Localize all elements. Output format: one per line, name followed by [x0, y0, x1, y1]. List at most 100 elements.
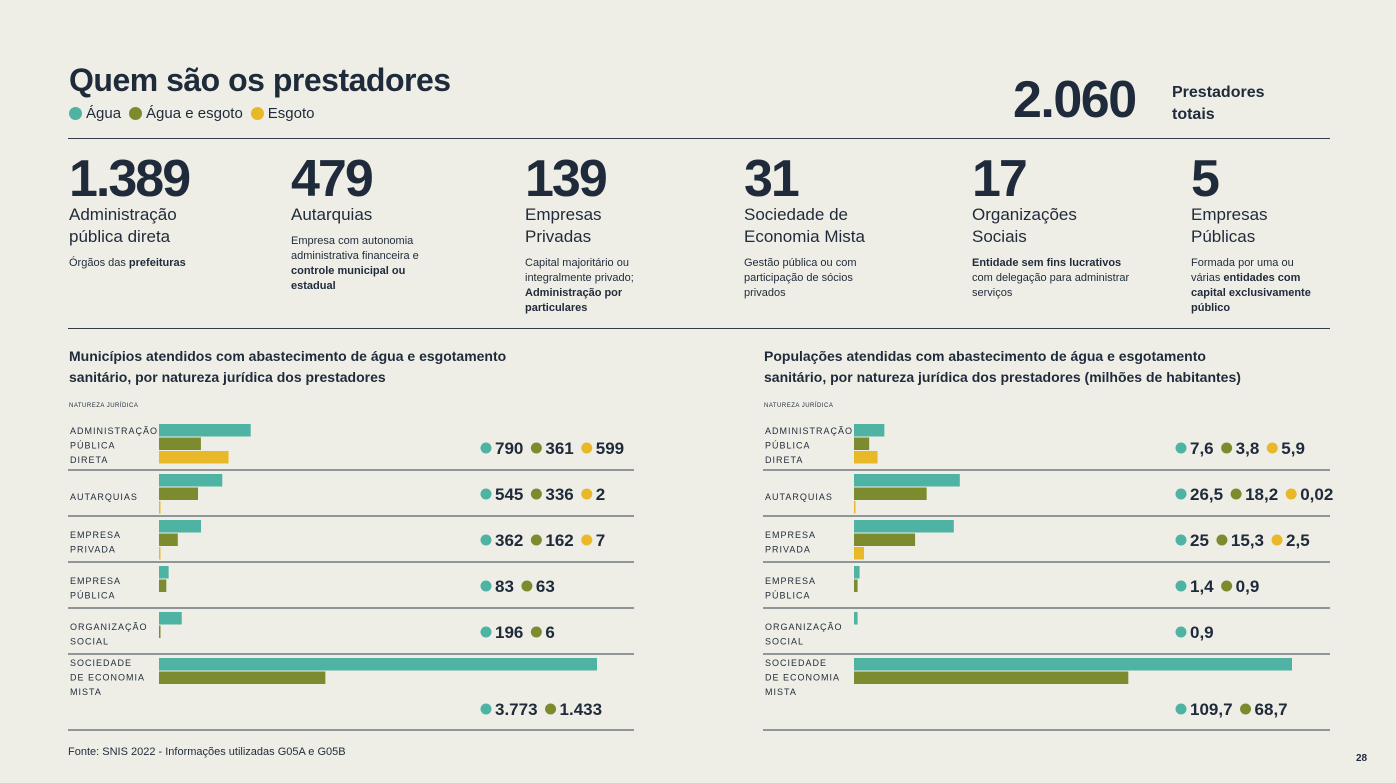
value-dot — [530, 442, 542, 454]
value-label: 68,7 — [1255, 700, 1288, 719]
category-label: AUTARQUIAS — [70, 492, 138, 502]
stat-value: 31 — [744, 150, 800, 208]
value-dot — [1266, 442, 1278, 454]
chart-title-populacoes: Populações atendidas com abastecimento d… — [764, 348, 1241, 385]
stat-value: 17 — [972, 150, 1028, 208]
value-dot — [581, 534, 593, 546]
value-label: 63 — [536, 577, 555, 596]
category-label-line: SOCIAL — [70, 637, 109, 647]
bar — [854, 533, 916, 546]
legend: Água Água e esgoto Esgoto — [69, 105, 315, 122]
bar — [854, 437, 870, 450]
chart-populacoes: ADMINISTRAÇÃO PÚBLICA DIRETA 7,6 3,8 5,9 AUTAR… — [763, 420, 1333, 731]
chart-svg: ADMINISTRAÇÃO PÚBLICA DIRETA 7,6 3,8 5,9 AUTAR… — [763, 424, 1333, 731]
value-label: 18,2 — [1245, 485, 1278, 504]
value-label: 0,9 — [1236, 577, 1260, 596]
category-label-line: SOCIEDADE — [70, 658, 132, 668]
value-label: 6 — [545, 623, 554, 642]
page-number: 28 — [1356, 753, 1368, 764]
value-label: 162 — [545, 531, 573, 550]
stat-desc-text: Órgãos das — [69, 257, 129, 269]
value-label: 83 — [495, 577, 514, 596]
value-dot — [521, 580, 533, 592]
category-label-line: PÚBLICA — [70, 591, 116, 601]
category-label-line: DE ECONOMIA — [70, 673, 145, 683]
category-label-line: PÚBLICA — [765, 441, 811, 451]
category-label-line: PÚBLICA — [765, 591, 811, 601]
value-label: 26,5 — [1190, 485, 1223, 504]
value-dot — [480, 488, 492, 500]
category-label-line: PÚBLICA — [70, 441, 116, 451]
stat-desc-text: com delegação para administrar serviços — [972, 272, 1130, 299]
legend-item-agua-esgoto: Água e esgoto — [129, 105, 243, 122]
value-label: 5,9 — [1281, 439, 1305, 458]
stat-label: Autarquias — [291, 205, 373, 224]
value-label: 25 — [1190, 531, 1209, 550]
value-dot — [1285, 488, 1297, 500]
value-label: 2,5 — [1286, 531, 1310, 550]
stat-value: 5 — [1191, 150, 1220, 208]
value-label: 545 — [495, 485, 523, 504]
value-dot — [530, 534, 542, 546]
category-label: SOCIEDADE DE ECONOMIA MISTA — [70, 658, 145, 697]
value-dot — [1175, 488, 1187, 500]
bar — [159, 437, 201, 450]
legend-dot — [69, 107, 82, 120]
value-label: 1.433 — [560, 700, 603, 719]
value-dot — [1271, 534, 1283, 546]
category-label-line: EMPRESA — [765, 530, 816, 540]
category-label-line: ORGANIZAÇÃO — [765, 622, 843, 632]
divider — [68, 138, 1330, 139]
stat-org-sociais: 17 Organizações Sociais Entidade sem fin… — [972, 150, 1187, 301]
category-label-line: PRIVADA — [70, 545, 116, 555]
value-label: 361 — [545, 439, 573, 458]
bar — [159, 474, 223, 487]
bar — [159, 424, 251, 437]
category-label: EMPRESA PRIVADA — [70, 530, 121, 555]
total-label: Prestadores totais — [1172, 84, 1265, 123]
bar — [159, 547, 161, 560]
bar — [854, 579, 858, 592]
stat-value: 479 — [291, 150, 374, 208]
stat-desc: Órgãos das prefeituras — [69, 256, 259, 271]
value-dot — [1175, 442, 1187, 454]
value-dot — [581, 488, 593, 500]
bar — [159, 579, 167, 592]
value-label: 1,4 — [1190, 577, 1214, 596]
category-label-line: AUTARQUIAS — [765, 492, 833, 502]
stat-desc-text: Gestão pública ou com participação de só… — [744, 257, 857, 299]
stat-desc: Gestão pública ou com participação de só… — [744, 256, 869, 301]
bar — [854, 474, 960, 487]
stat-empresas-privadas: 139 Empresas Privadas Capital majoritári… — [525, 150, 740, 316]
category-axis-label: NATUREZA JURÍDICA — [764, 403, 834, 409]
chart-municipios: ADMINISTRAÇÃO PÚBLICA DIRETA 790 361 599 AUTAR… — [68, 420, 634, 731]
stat-desc-bold: entidades com capital exclusivamente púb… — [1191, 272, 1311, 314]
value-dot — [480, 626, 492, 638]
stat-label: Empresas Privadas — [525, 205, 602, 246]
category-label-line: EMPRESA — [70, 576, 121, 586]
legend-label: Esgoto — [267, 105, 315, 122]
value-dot — [1240, 703, 1252, 715]
value-dot — [1216, 534, 1228, 546]
bar — [159, 487, 199, 500]
bar — [854, 487, 927, 500]
value-dot — [1175, 580, 1187, 592]
value-dot — [480, 703, 492, 715]
stat-desc-bold: controle municipal ou estadual — [291, 265, 406, 292]
value-dot — [1221, 580, 1233, 592]
legend-dot — [250, 107, 264, 120]
bar — [854, 520, 954, 533]
category-axis-label: NATUREZA JURÍDICA — [69, 403, 139, 409]
value-dot — [530, 488, 542, 500]
value-dot — [530, 626, 542, 638]
category-label: EMPRESA PÚBLICA — [765, 576, 816, 601]
value-label: 109,7 — [1190, 700, 1233, 719]
page-title: Quem são os prestadores — [69, 62, 451, 98]
value-label: 599 — [596, 439, 624, 458]
bar — [854, 671, 1129, 684]
divider — [68, 328, 1330, 329]
bar — [854, 424, 885, 437]
chart-title-municipios: Municípios atendidos com abastecimento d… — [69, 348, 507, 385]
bar — [159, 520, 202, 533]
value-label: 362 — [495, 531, 523, 550]
